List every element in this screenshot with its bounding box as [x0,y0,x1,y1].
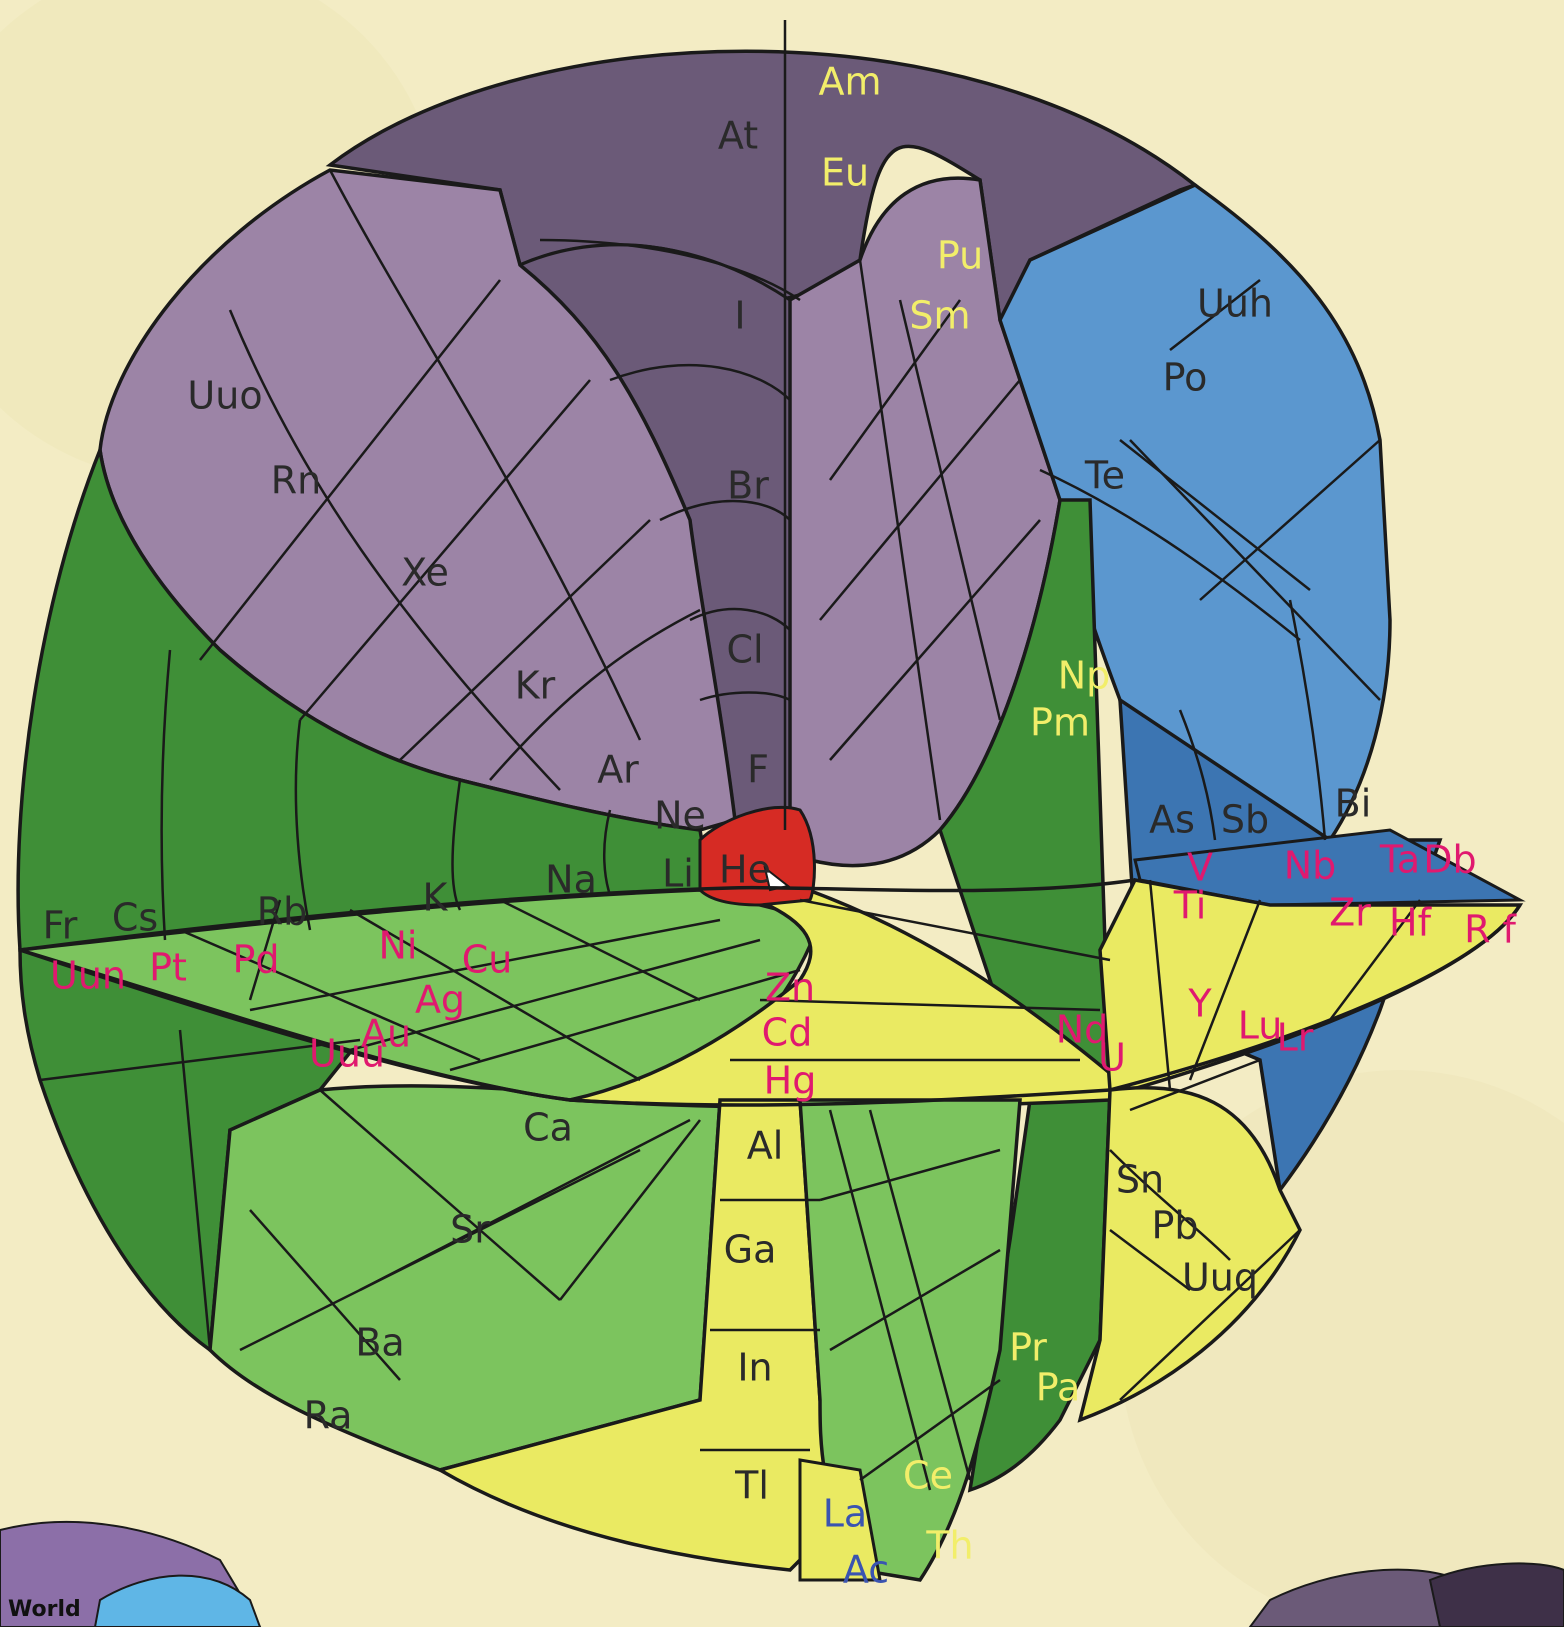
element-label: Cl [726,628,763,672]
element-label: Lu [1238,1004,1283,1048]
element-label: Ga [724,1228,777,1272]
element-label: Cu [462,938,513,982]
world-label: World [8,1597,81,1622]
element-label: Rb [257,890,308,934]
element-label: Uun [50,954,126,998]
element-label: Ta [1379,838,1420,882]
element-label: La [823,1492,867,1536]
element-label: Th [925,1524,973,1568]
element-label: Al [747,1124,784,1168]
element-label: I [734,294,745,338]
element-label: Ce [903,1454,953,1498]
element-label: Pt [149,946,187,990]
element-label: Bi [1335,782,1372,826]
element-label: Pa [1036,1366,1081,1410]
element-label: Cd [762,1011,813,1055]
element-label: Rn [271,459,322,503]
element-label: Uuh [1197,282,1273,326]
element-label: Sn [1116,1158,1164,1202]
element-label: Te [1084,454,1125,498]
element-label: Uuu [309,1032,385,1076]
element-label: Ne [654,794,706,838]
grid-lines [39,20,1421,1491]
element-label: Lr [1277,1016,1314,1060]
corner-ornament [1248,1562,1564,1627]
element-label: R f [1464,908,1517,952]
element-label: Ba [355,1321,404,1365]
element-label: Nd [1056,1008,1109,1052]
element-label: Na [545,858,597,902]
element-label: Xe [401,551,449,595]
element-label: Eu [821,151,869,195]
element-label: Np [1058,654,1111,698]
element-label: At [718,114,758,158]
element-label: K [423,876,449,920]
group5-blue-band [1133,828,1526,907]
element-label: Br [727,464,769,508]
element-label: Pd [232,938,279,982]
element-label: Ar [597,748,639,792]
central-green-wall [938,498,1112,1493]
element-label: Zr [1329,891,1371,935]
element-label: Cs [112,896,158,940]
element-label: Ra [304,1394,353,1438]
element-label: In [737,1346,772,1390]
element-label: Au [361,1012,411,1056]
element-label: Kr [515,664,556,708]
element-label: Hf [1389,901,1433,945]
element-label: Zn [765,966,815,1010]
element-label: Sr [450,1208,490,1252]
element-label: Pu [937,234,983,278]
element-label: Hg [764,1059,817,1103]
element-label: U [1098,1036,1126,1080]
element-label: Db [1423,838,1476,882]
element-label: As [1149,798,1195,842]
disc-rear-rim [19,878,1136,952]
alkali-green-outer [16,443,713,952]
element-label: Pm [1030,701,1090,745]
element-label: Ca [523,1106,573,1150]
element-label: Sb [1221,798,1269,842]
element-label: Uuq [1182,1256,1258,1300]
element-label: Li [662,852,694,896]
element-label: F [747,748,769,792]
element-label: Am [818,60,881,104]
element-label: Pb [1151,1204,1198,1248]
element-label: Ag [415,978,465,1022]
disc-rim [19,904,1522,1107]
element-label: Ti [1173,884,1207,928]
element-label: Tl [734,1464,769,1508]
world-badge: World [0,1521,262,1627]
element-label: Y [1187,982,1212,1026]
element-label: Uuo [187,374,262,418]
element-label: Po [1163,356,1208,400]
element-label: V [1187,846,1213,890]
element-label: Nb [1284,844,1337,888]
helium-core [698,805,816,907]
element-label: Sm [909,294,970,338]
actinium-yellow-strip [798,1458,882,1582]
element-label: Fr [43,904,78,948]
element-labels: At I Br Cl F Ne Ar Kr Xe Rn Uuo Li Na K … [43,60,1518,1592]
tetrel-yellow-region [1077,1085,1302,1423]
element-label: Ac [843,1548,889,1592]
element-label: Pr [1009,1326,1047,1370]
element-label: Ni [379,924,418,968]
element-label: He [719,848,771,892]
